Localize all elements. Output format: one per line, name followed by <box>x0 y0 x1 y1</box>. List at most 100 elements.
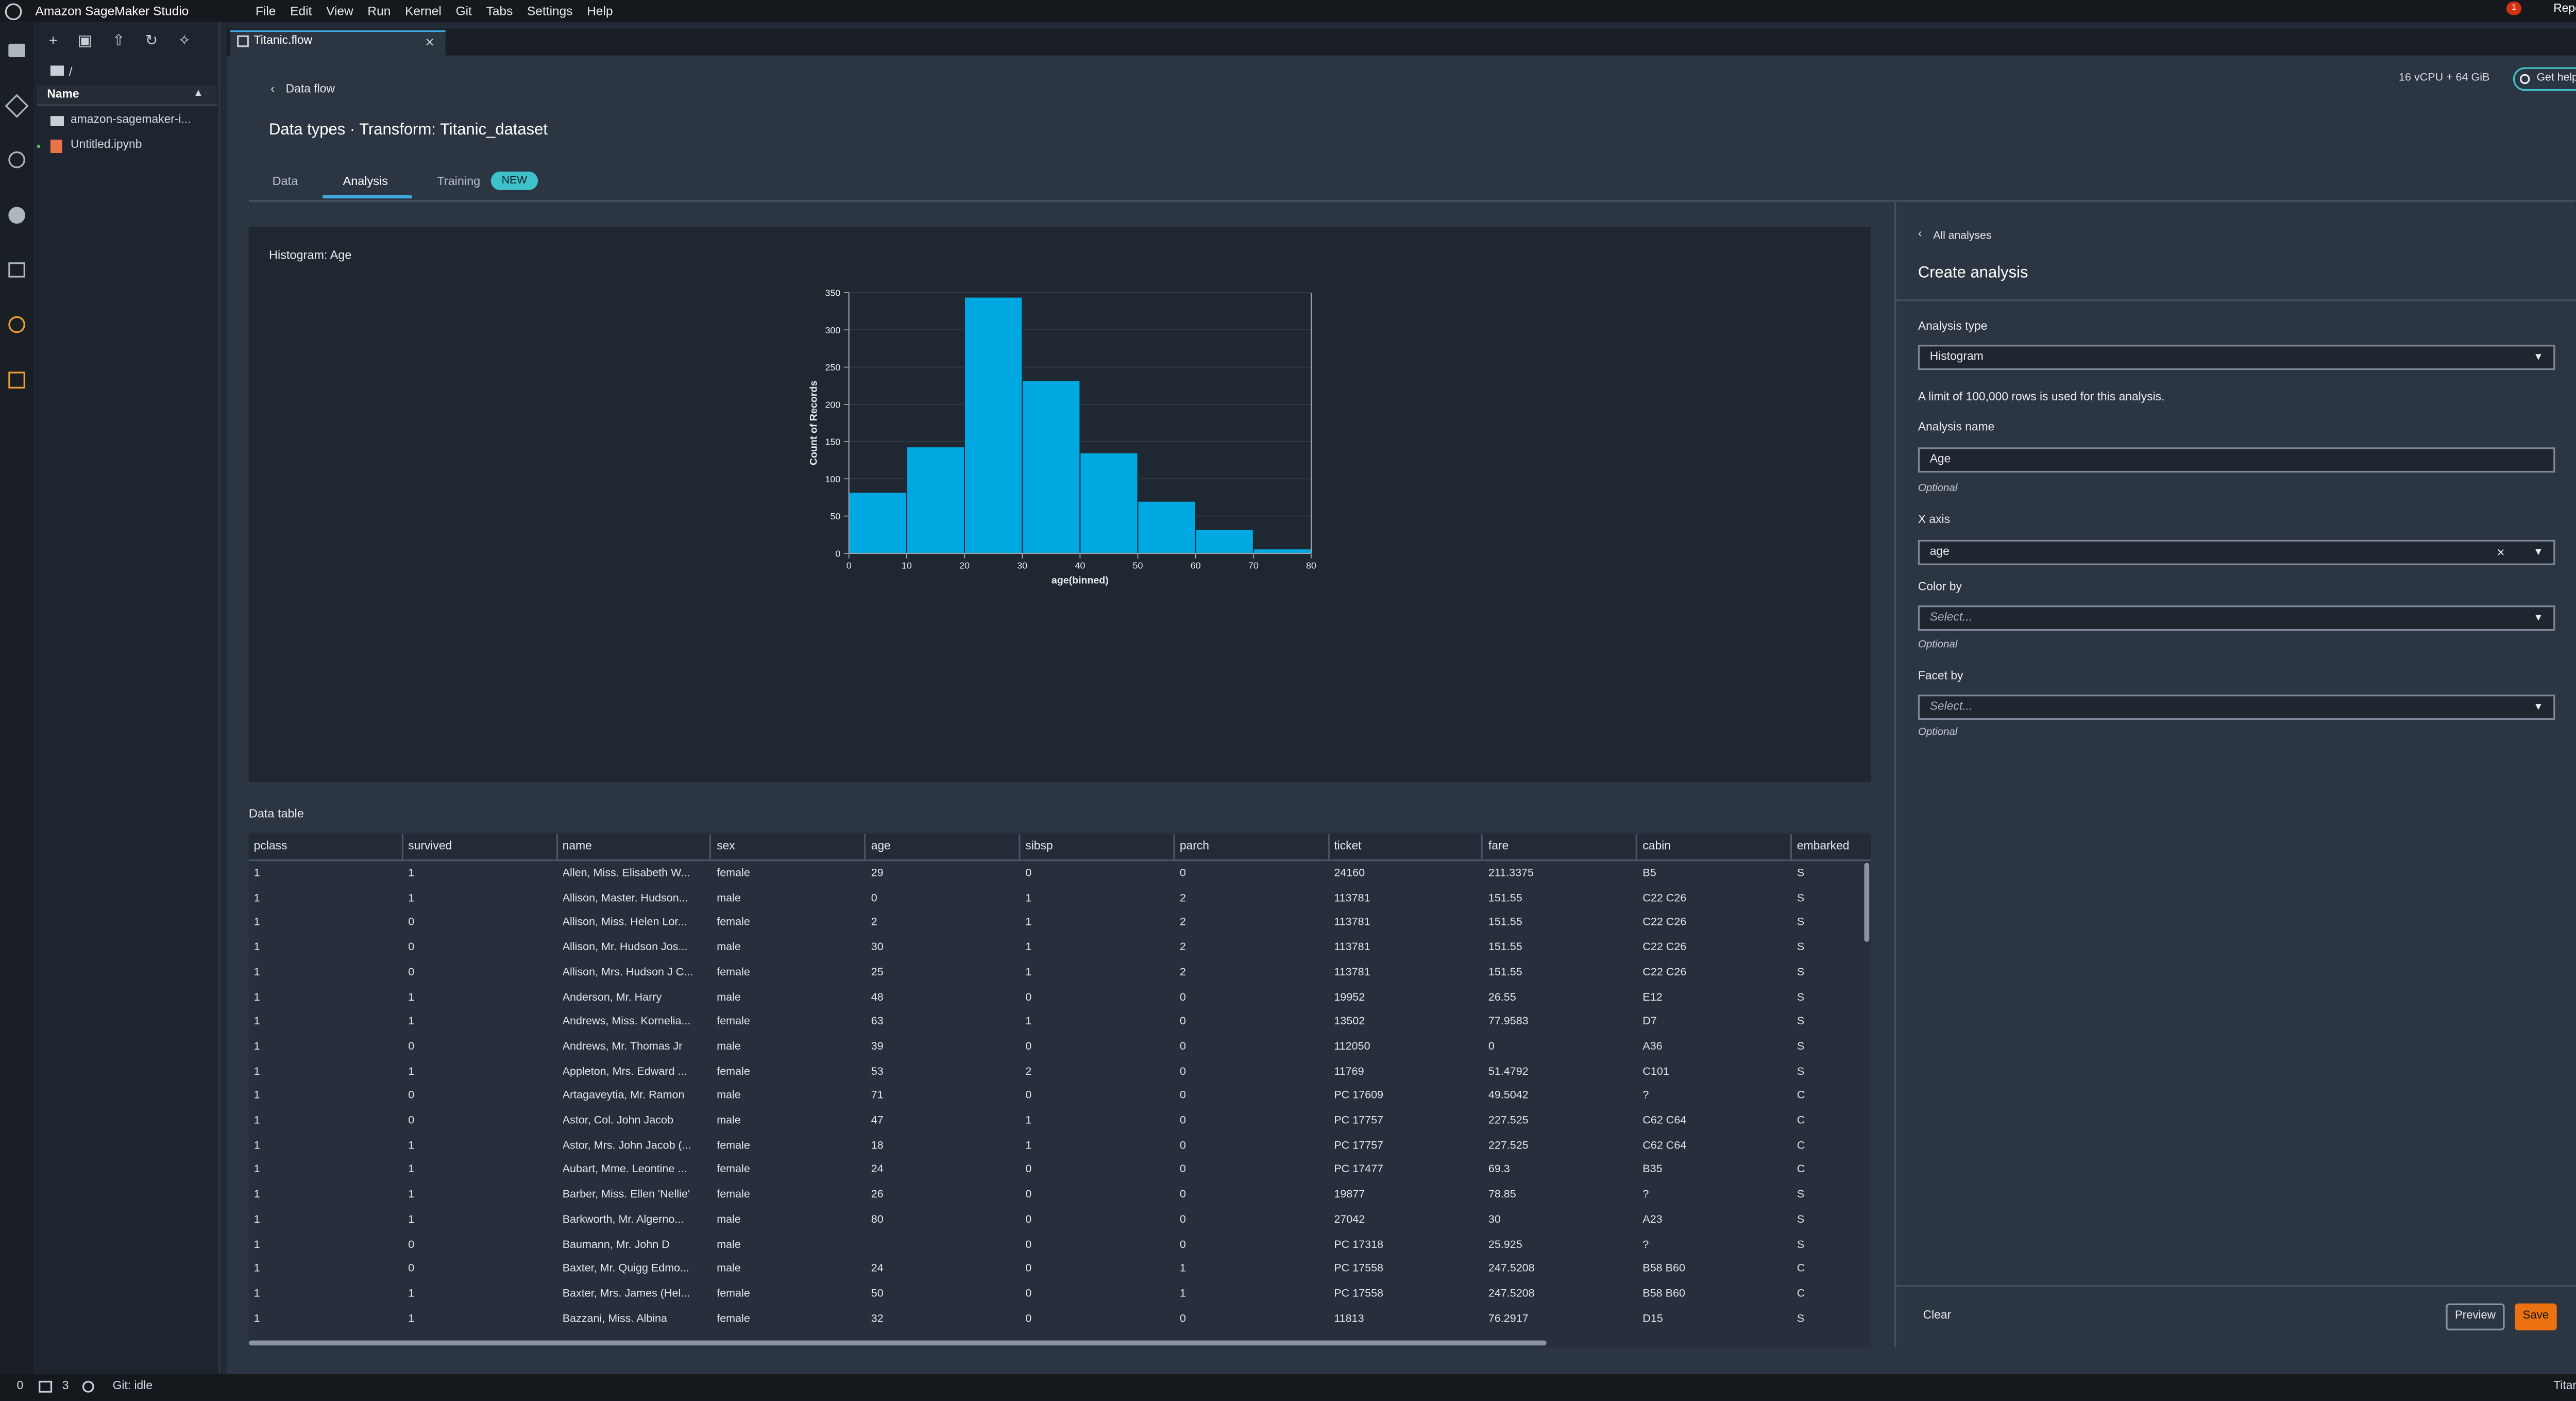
value: age <box>1929 546 1950 559</box>
table-cell: 2 <box>1179 967 1186 979</box>
icon-palette[interactable] <box>8 207 25 224</box>
kernel-count[interactable]: 0 <box>16 1380 24 1393</box>
table-cell: 19877 <box>1334 1189 1365 1201</box>
column-header[interactable]: cabin <box>1637 834 1792 862</box>
column-header[interactable]: sibsp <box>1020 834 1175 862</box>
column-header[interactable]: survived <box>403 834 557 862</box>
path[interactable]: / <box>69 64 73 79</box>
icon-pipelines[interactable] <box>8 316 25 333</box>
table-cell: S <box>1797 868 1805 880</box>
icon-files[interactable] <box>8 43 25 57</box>
menu-item[interactable]: File <box>255 3 276 19</box>
clear-button[interactable]: Clear <box>1923 1310 1952 1322</box>
table-cell: 1 <box>408 1189 415 1201</box>
table-cell: 0 <box>1025 1164 1032 1176</box>
all-analyses[interactable]: All analyses <box>1933 230 1992 243</box>
tab-training[interactable]: Training <box>437 173 481 189</box>
color-by[interactable]: Select... ▼ <box>1918 605 2555 631</box>
x-tick-label: 80 <box>1306 560 1316 570</box>
sort-arrow[interactable]: ▲ <box>193 89 204 99</box>
column-header[interactable]: ticket <box>1329 834 1484 862</box>
analysis-type[interactable]: Histogram ▼ <box>1918 345 2555 370</box>
table-cell: 0 <box>408 1041 415 1053</box>
x-tick-label: 40 <box>1075 560 1085 570</box>
preview-button[interactable]: Preview <box>2446 1303 2505 1330</box>
column-header[interactable]: age <box>866 834 1021 862</box>
tab-analysis[interactable]: Analysis <box>343 173 388 189</box>
table-cell: male <box>717 1239 741 1251</box>
analysis-name[interactable]: Age <box>1918 447 2555 473</box>
clear-x[interactable]: × <box>2497 545 2505 560</box>
table-cell: 227.525 <box>1488 1140 1529 1152</box>
table-cell: 1 <box>408 1288 415 1300</box>
table-cell: C22 C26 <box>1642 892 1687 905</box>
table-cell: S <box>1797 1312 1805 1325</box>
table-cell: 0 <box>408 942 415 954</box>
back-arrow[interactable]: ‹ <box>270 84 275 96</box>
table-cell: Baxter, Mrs. James (Hel... <box>562 1288 690 1300</box>
tab[interactable] <box>230 30 446 56</box>
menu-item[interactable]: Run <box>367 3 391 19</box>
table-cell: Andrews, Miss. Kornelia... <box>562 1016 691 1028</box>
x-axis[interactable]: age × ▼ <box>1918 539 2555 565</box>
menu-item[interactable]: Git <box>455 3 472 19</box>
back-arrow[interactable]: ‹ <box>1918 228 1922 241</box>
tab-title[interactable]: Titanic.flow <box>253 35 313 47</box>
menu-item[interactable]: Settings <box>527 3 573 19</box>
save-button[interactable]: Save <box>2515 1303 2557 1330</box>
menu-item[interactable]: Help <box>587 3 613 19</box>
menu-item[interactable]: Edit <box>290 3 312 19</box>
terminal-count[interactable]: 3 <box>62 1380 69 1393</box>
table-cell: 53 <box>871 1066 884 1077</box>
table-cell: 2 <box>1179 917 1186 930</box>
column-header[interactable]: name <box>557 834 712 862</box>
column-header[interactable]: parch <box>1175 834 1329 862</box>
caret[interactable]: ▼ <box>2533 548 2544 559</box>
facet-by[interactable]: Select... ▼ <box>1918 695 2555 720</box>
back-link[interactable]: Data flow <box>285 84 335 96</box>
tab-data[interactable]: Data <box>272 173 298 189</box>
field-label: X axis <box>1918 514 1951 527</box>
bar <box>848 492 907 554</box>
table-cell: 78.85 <box>1488 1189 1516 1201</box>
status-bar <box>0 1374 2576 1401</box>
menu-item[interactable]: Kernel <box>405 3 442 19</box>
column-header[interactable]: embarked <box>1792 834 1871 862</box>
help-button[interactable]: Get help <box>2513 67 2576 91</box>
status-icon <box>82 1380 94 1393</box>
table-cell: 1 <box>253 1239 260 1251</box>
x-tick-label: 30 <box>1017 560 1027 570</box>
column-header[interactable]: sex <box>711 834 866 862</box>
table-cell: S <box>1797 1066 1805 1077</box>
menu-item[interactable]: View <box>326 3 353 19</box>
report-bug[interactable]: Report a bug <box>2553 3 2576 15</box>
column-header[interactable]: pclass <box>248 834 403 862</box>
table-cell: PC 17477 <box>1334 1164 1384 1176</box>
table-cell: 2 <box>1179 942 1186 954</box>
column-header[interactable]: fare <box>1483 834 1638 862</box>
file-column[interactable]: Name <box>47 89 79 101</box>
divider <box>1896 299 2576 301</box>
file-item[interactable]: Untitled.ipynb <box>71 139 142 151</box>
git-status: Git: idle <box>112 1380 153 1393</box>
h-scrollbar[interactable] <box>248 1340 1547 1346</box>
file-item[interactable]: amazon-sagemaker-i... <box>71 114 191 126</box>
icon-tabs[interactable] <box>8 262 25 278</box>
table-cell: 27042 <box>1334 1214 1365 1226</box>
table-cell: 0 <box>1179 1016 1186 1028</box>
table-cell: 1 <box>253 1263 260 1275</box>
table-cell: B35 <box>1642 1164 1663 1176</box>
menu-item[interactable]: Tabs <box>486 3 513 19</box>
y-tick-label: 250 <box>825 362 840 373</box>
icon-running[interactable] <box>8 151 25 168</box>
icon-models[interactable] <box>8 372 25 389</box>
table-cell: 1 <box>408 991 415 1004</box>
tab-close[interactable]: × <box>425 32 434 50</box>
panel-title: Create analysis <box>1918 264 2028 283</box>
resources[interactable]: 16 vCPU + 64 GiB <box>2399 72 2490 85</box>
table-cell: 1 <box>408 1016 415 1028</box>
notification-badge[interactable]: 1 <box>2506 2 2522 15</box>
table-cell: male <box>717 1263 741 1275</box>
v-scrollbar[interactable] <box>1864 863 1870 942</box>
